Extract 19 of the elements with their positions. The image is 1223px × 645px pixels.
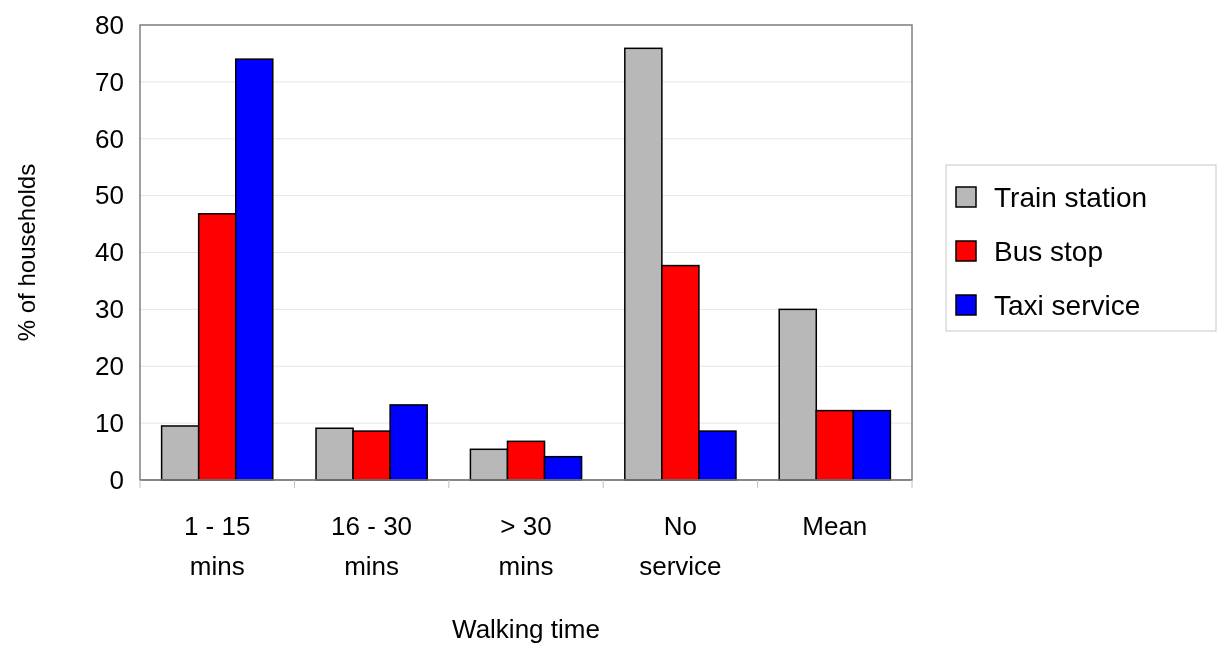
x-tick-label: 16 - 30 mins	[331, 511, 413, 581]
y-tick-label: 70	[95, 66, 124, 97]
y-tick-label: 60	[95, 123, 124, 154]
x-axis-title: Walking time	[452, 614, 600, 644]
y-tick-label: 30	[95, 294, 124, 325]
legend-label: Bus stop	[994, 236, 1103, 267]
y-tick-label: 20	[95, 351, 124, 382]
y-tick-label: 80	[95, 9, 124, 40]
y-axis-title: % of households	[13, 163, 40, 342]
x-tick-label: Mean	[802, 511, 868, 541]
x-tick-label: 1 - 15 mins	[183, 511, 251, 581]
legend-label: Taxi service	[994, 290, 1141, 321]
y-tick-label: 10	[95, 407, 124, 438]
y-tick-label: 0	[109, 464, 124, 495]
legend-label: Train station	[994, 182, 1148, 213]
x-tick-label: No service	[639, 511, 722, 581]
y-tick-label: 50	[95, 180, 124, 211]
y-tick-label: 40	[95, 237, 124, 268]
x-tick-label: > 30 mins	[498, 511, 554, 581]
